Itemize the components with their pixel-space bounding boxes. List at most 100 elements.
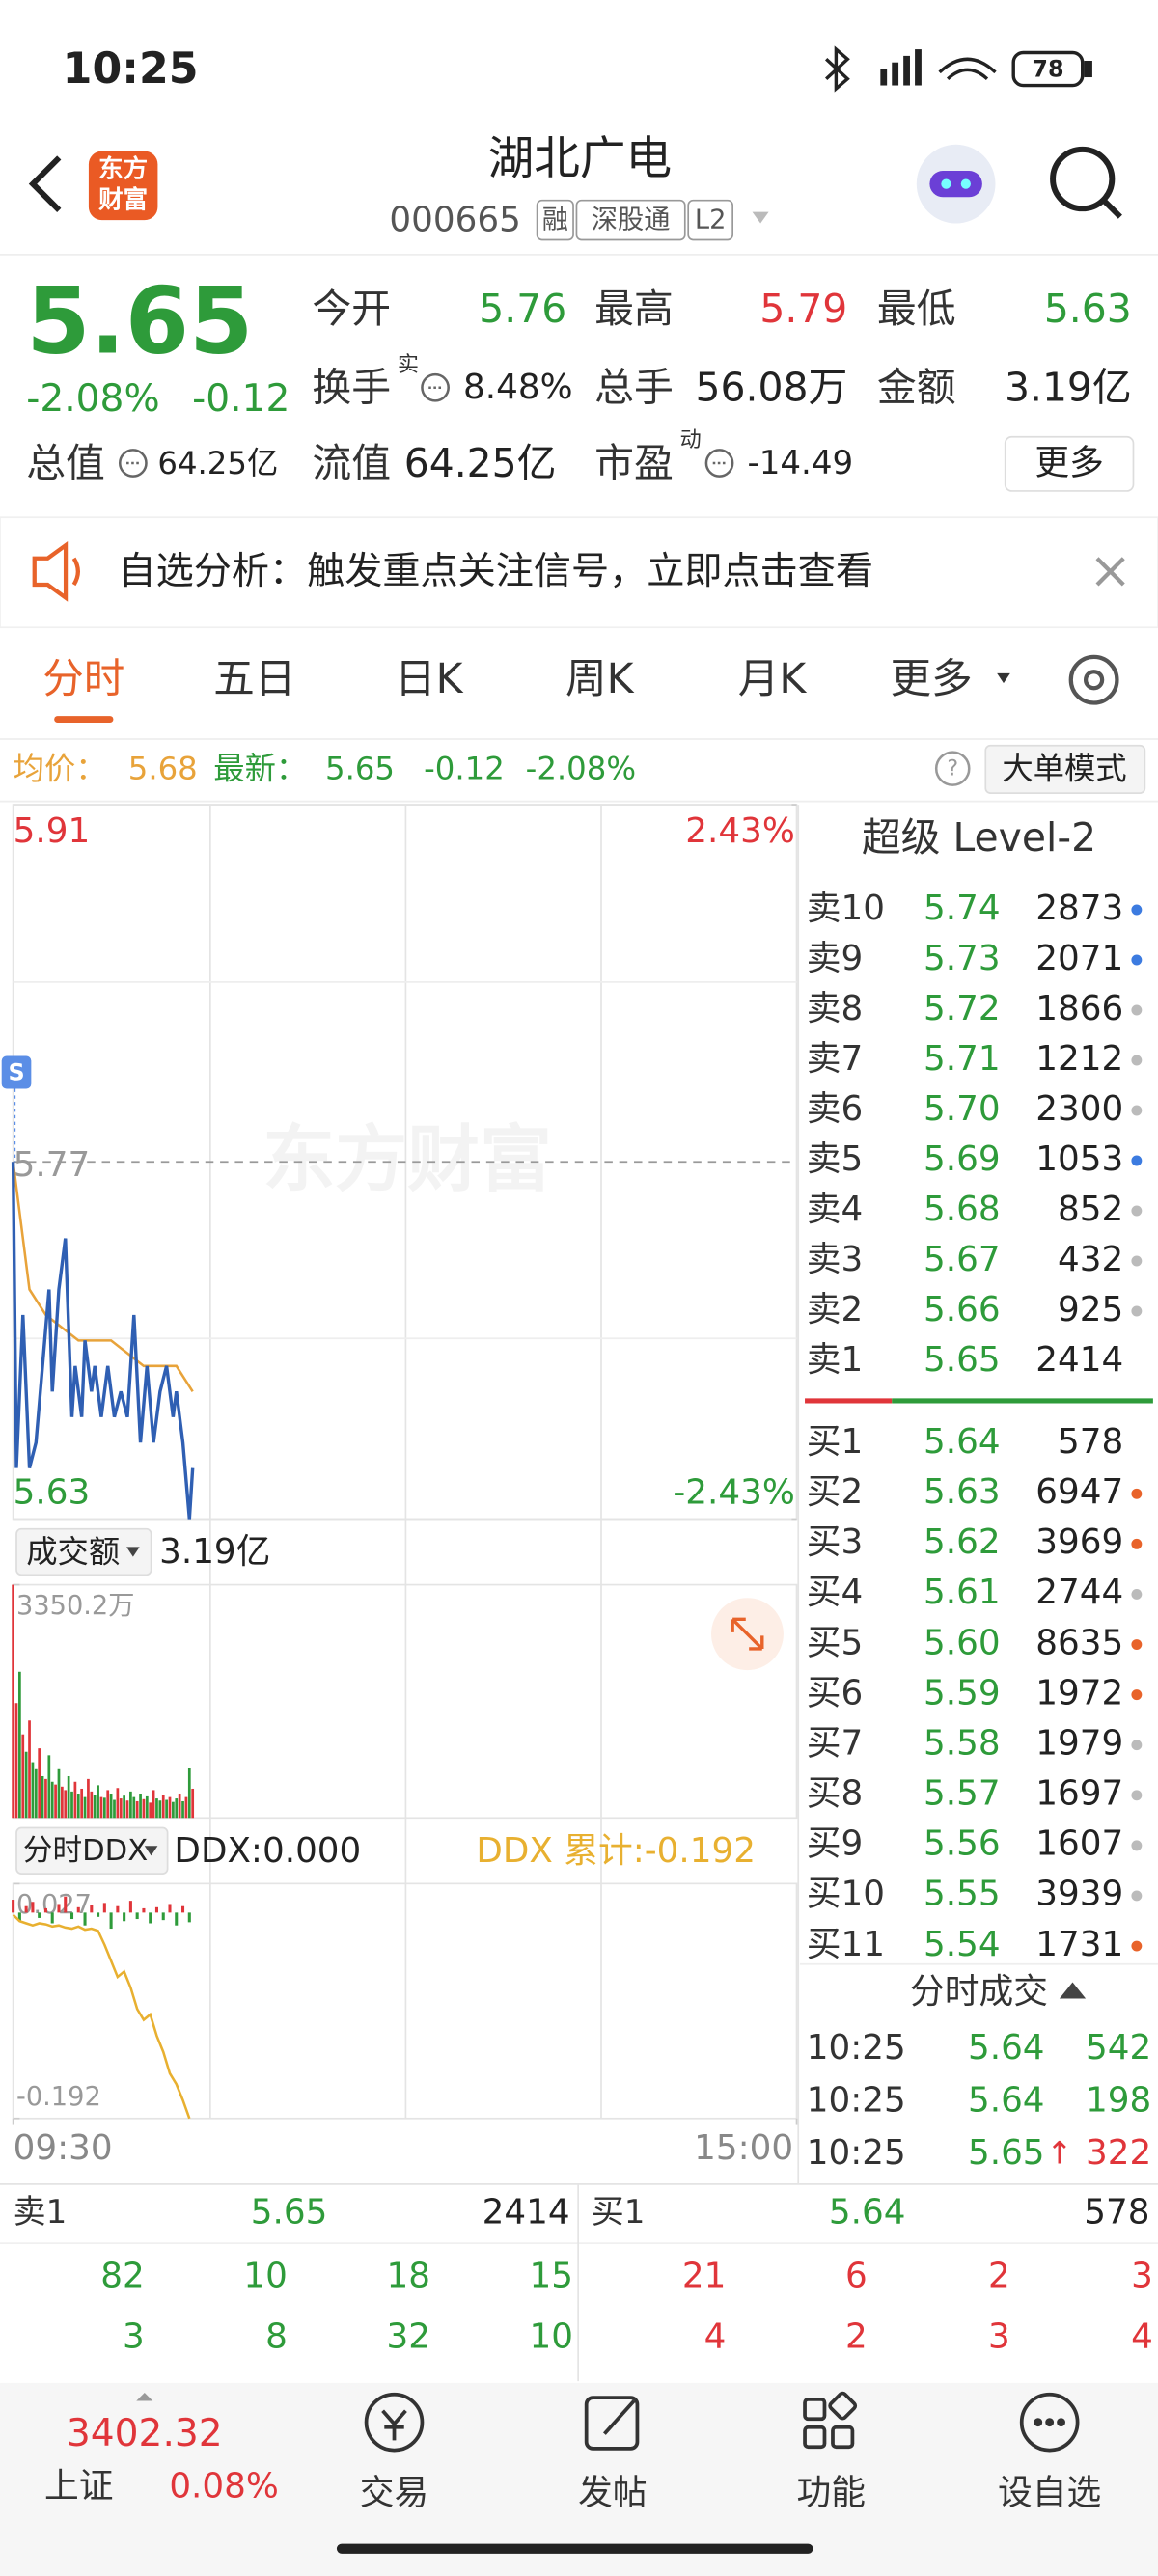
ask-label: 卖5 — [807, 1139, 863, 1179]
volume-bar — [12, 1584, 14, 1819]
bid-volume: 3939 — [1035, 1875, 1123, 1914]
bid-dot — [1131, 1940, 1143, 1952]
volume-bar — [191, 1788, 195, 1819]
ddx-bar — [50, 1912, 54, 1924]
bid-dot — [1131, 1790, 1143, 1801]
quote-value: 5.63 — [1044, 286, 1132, 332]
volume-bar — [155, 1798, 158, 1819]
ask-detail: 10 — [530, 2317, 573, 2357]
ask-volume: 2300 — [1035, 1089, 1123, 1129]
quote-label: 最低 — [877, 286, 956, 332]
trades-title[interactable]: 分时成交 — [910, 1972, 1048, 2012]
back-button[interactable] — [28, 155, 62, 212]
ask-dot — [1131, 1004, 1143, 1016]
index-change[interactable]: 0.08% — [169, 2467, 279, 2507]
close-button[interactable] — [1095, 557, 1125, 587]
mode-button[interactable] — [984, 744, 1146, 795]
index-value[interactable]: 3402.32 — [67, 2412, 223, 2455]
battery-level: 78 — [1032, 56, 1063, 83]
ask-dot — [1131, 1155, 1143, 1166]
volume-bar — [172, 1801, 175, 1819]
ddx-bar — [31, 1902, 35, 1913]
notice-text[interactable]: 自选分析：触发重点关注信号，立即点击查看 — [119, 550, 874, 593]
code-dropdown[interactable] — [752, 211, 769, 224]
quote-value: 64.25亿 — [404, 440, 557, 486]
info-icon[interactable] — [421, 372, 450, 402]
settings-button[interactable] — [1068, 654, 1119, 705]
stock-tag-box — [575, 199, 686, 241]
quote-label: 流值 — [312, 440, 391, 486]
tab[interactable]: 周K — [565, 656, 635, 703]
bottom-bid-price: 5.64 — [829, 2192, 906, 2232]
nav-item[interactable]: 发帖 — [578, 2473, 647, 2512]
nav-item[interactable]: 交易 — [360, 2473, 428, 2512]
bid-price: 5.55 — [924, 1875, 1001, 1914]
indicator-selector-label[interactable]: 成交额 — [26, 1534, 120, 1571]
volume-bar — [34, 1768, 38, 1819]
ask-price: 5.70 — [924, 1089, 1001, 1129]
expand-icon — [731, 1617, 764, 1651]
ask-dot — [1131, 1105, 1143, 1116]
bid-detail: 4 — [704, 2317, 727, 2357]
pct-tick-label: 2.43% — [685, 811, 795, 851]
ask-volume: 2414 — [1035, 1340, 1123, 1380]
index-name[interactable]: 上证 — [44, 2467, 113, 2507]
indicator-selector-label[interactable]: 分时DDX — [23, 1834, 148, 1868]
bid-label: 买2 — [807, 1472, 863, 1512]
ask-price: 5.67 — [924, 1240, 1001, 1279]
ask-label: 卖7 — [807, 1039, 863, 1079]
ask-detail: 18 — [386, 2257, 429, 2296]
app-logo-text: 财富 — [98, 186, 148, 215]
more-button-label[interactable]: 更多 — [1034, 444, 1103, 483]
help-icon[interactable] — [934, 751, 971, 786]
bid-price: 5.59 — [924, 1673, 1001, 1713]
bid-volume: 6947 — [1035, 1472, 1123, 1512]
ddx-bar — [149, 1912, 152, 1924]
tab[interactable]: 日K — [395, 656, 464, 703]
notice-bar[interactable] — [0, 516, 1158, 629]
mode-button-label[interactable]: 大单模式 — [1002, 751, 1126, 787]
tab[interactable]: 更多 — [891, 656, 973, 703]
status-time: 10:25 — [63, 44, 199, 94]
bid-price: 5.54 — [924, 1925, 1001, 1964]
search-button[interactable] — [1050, 146, 1122, 219]
stock-tag: 深股通 — [592, 206, 671, 235]
y-tick-label: 5.63 — [14, 1473, 91, 1513]
volume-bar — [14, 1703, 18, 1819]
y-tick-label: 0.027 — [16, 1890, 92, 1920]
bid-label: 买4 — [807, 1573, 863, 1612]
volume-bar — [158, 1800, 162, 1819]
volume-bar — [109, 1794, 113, 1819]
nav-item[interactable]: 功能 — [797, 2473, 866, 2512]
indicator-selector[interactable] — [15, 1826, 169, 1876]
bid-volume: 1731 — [1035, 1925, 1123, 1964]
ddx-bar — [17, 1912, 21, 1922]
tab[interactable]: 分时 — [42, 656, 124, 703]
ask-price: 5.73 — [924, 939, 1001, 978]
nav-item[interactable]: 设自选 — [998, 2473, 1101, 2512]
volume-bar — [50, 1781, 54, 1819]
volume-bar — [139, 1794, 142, 1819]
ask-price: 5.66 — [924, 1290, 1001, 1329]
robot-button[interactable] — [916, 144, 996, 224]
indicator-selector[interactable] — [15, 1527, 152, 1576]
more-button[interactable] — [1004, 435, 1135, 492]
trade-price: 5.64 — [968, 2081, 1045, 2121]
bid-dot — [1131, 1689, 1143, 1701]
info-icon[interactable] — [118, 449, 148, 478]
ddx-bar — [175, 1912, 179, 1926]
bottom-ask-price: 5.65 — [251, 2192, 328, 2232]
avg-label: 均价： — [14, 751, 107, 787]
tab[interactable]: 五日 — [213, 656, 295, 703]
tab[interactable]: 月K — [738, 656, 808, 703]
quote-label: 总手 — [594, 365, 674, 411]
index-expand[interactable] — [136, 2393, 153, 2401]
change-amount: -0.12 — [192, 377, 290, 421]
volume-bar — [57, 1768, 61, 1819]
signal-marker[interactable] — [1, 1055, 32, 1089]
ddx-bar — [154, 1906, 159, 1913]
volume-bar — [168, 1796, 172, 1819]
help-icon-glyph: ? — [947, 756, 958, 781]
info-icon[interactable] — [704, 449, 734, 478]
bid-dot — [1131, 1639, 1143, 1650]
